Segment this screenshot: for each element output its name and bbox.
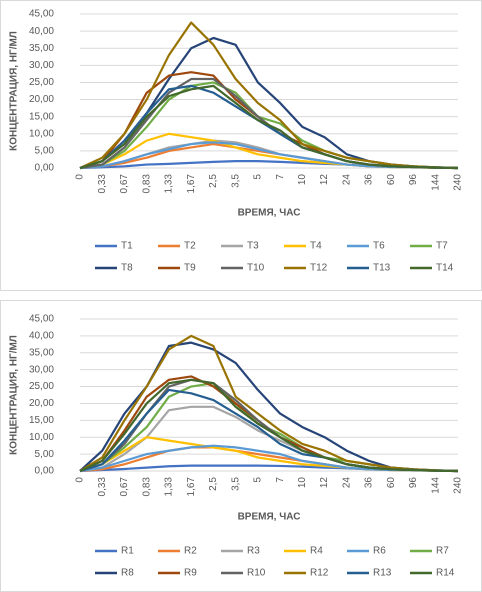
x-tick-label: 24 <box>341 477 352 489</box>
x-tick-label: 0,67 <box>119 174 130 194</box>
x-tick-label: 5 <box>253 477 264 483</box>
x-tick-label: 3,5 <box>230 174 241 188</box>
legend-label: R10 <box>247 568 266 579</box>
y-tick-label: 5,00 <box>35 146 55 157</box>
x-tick-label: 240 <box>453 477 464 494</box>
chart-panel <box>0 300 482 592</box>
x-tick-label: 0,67 <box>119 477 130 497</box>
y-tick-label: 10,00 <box>29 432 54 443</box>
x-tick-label: 96 <box>408 477 419 489</box>
x-tick-label: 0 <box>75 477 86 483</box>
legend-label: R8 <box>121 568 134 579</box>
legend-label: T4 <box>310 241 322 252</box>
x-tick-label: 5 <box>253 174 264 180</box>
legend-label: T1 <box>121 241 133 252</box>
legend-label: R9 <box>184 568 197 579</box>
x-tick-label: 7 <box>275 174 286 180</box>
y-tick-label: 45,00 <box>29 314 54 325</box>
y-axis-title: КОНЦЕНТРАЦИЯ, НГ/МЛ <box>9 335 20 455</box>
x-tick-label: 144 <box>430 477 441 494</box>
x-tick-label: 60 <box>386 477 397 489</box>
x-tick-label: 0,33 <box>97 477 108 497</box>
legend-label: T7 <box>436 241 448 252</box>
x-tick-label: 10 <box>297 477 308 489</box>
x-tick-label: 144 <box>430 174 441 191</box>
legend-label: R2 <box>184 546 197 557</box>
legend-label: R1 <box>121 546 134 557</box>
x-axis-title: ВРЕМЯ, ЧАС <box>238 208 301 219</box>
series-line <box>79 84 459 170</box>
legend-label: R12 <box>310 568 329 579</box>
legend-label: T6 <box>373 241 385 252</box>
x-tick-label: 60 <box>386 174 397 186</box>
legend-label: T13 <box>373 263 391 274</box>
y-tick-label: 40,00 <box>29 331 54 342</box>
x-tick-label: 96 <box>408 174 419 186</box>
y-tick-label: 35,00 <box>29 347 54 358</box>
x-tick-label: 36 <box>364 174 375 186</box>
x-tick-label: 36 <box>364 477 375 489</box>
legend-label: R7 <box>436 546 449 557</box>
x-tick-label: 1,67 <box>186 477 197 497</box>
x-tick-label: 12 <box>319 174 330 186</box>
y-tick-label: 20,00 <box>29 94 54 105</box>
x-tick-label: 2,5 <box>208 174 219 188</box>
x-tick-label: 12 <box>319 477 330 489</box>
y-tick-label: 15,00 <box>29 111 54 122</box>
legend-label: R14 <box>436 568 455 579</box>
x-tick-label: 240 <box>453 174 464 191</box>
y-tick-label: 0,00 <box>35 466 55 477</box>
y-tick-label: 25,00 <box>29 381 54 392</box>
y-axis-title: КОНЦЕНТРАЦИЯ, НГ/МЛ <box>9 31 20 151</box>
y-tick-label: 5,00 <box>35 449 55 460</box>
legend-label: T14 <box>436 263 454 274</box>
y-tick-label: 45,00 <box>29 9 54 20</box>
legend-label: R6 <box>373 546 386 557</box>
y-tick-label: 15,00 <box>29 415 54 426</box>
legend-label: T8 <box>121 263 133 274</box>
x-tick-label: 0,83 <box>141 477 152 497</box>
x-tick-label: 0,83 <box>141 174 152 194</box>
legend-label: T2 <box>184 241 196 252</box>
x-tick-label: 3,5 <box>230 477 241 491</box>
x-tick-label: 0,33 <box>97 174 108 194</box>
x-tick-label: 1,33 <box>164 477 175 497</box>
y-tick-label: 30,00 <box>29 364 54 375</box>
series-line <box>79 378 459 473</box>
legend-label: R4 <box>310 546 323 557</box>
legend-label: T10 <box>247 263 265 274</box>
legend-label: T12 <box>310 263 328 274</box>
x-tick-label: 1,33 <box>164 174 175 194</box>
legend-label: T9 <box>184 263 196 274</box>
x-tick-label: 1,67 <box>186 174 197 194</box>
x-tick-label: 24 <box>341 174 352 186</box>
x-tick-label: 7 <box>275 477 286 483</box>
x-tick-label: 10 <box>297 174 308 186</box>
y-tick-label: 0,00 <box>35 163 55 174</box>
series-line <box>79 21 459 170</box>
y-tick-label: 20,00 <box>29 398 54 409</box>
y-tick-label: 40,00 <box>29 26 54 37</box>
legend-label: R3 <box>247 546 260 557</box>
series-line <box>79 334 459 473</box>
x-tick-label: 2,5 <box>208 477 219 491</box>
x-axis-title: ВРЕМЯ, ЧАС <box>238 512 301 523</box>
y-tick-label: 30,00 <box>29 60 54 71</box>
legend-label: R13 <box>373 568 392 579</box>
y-tick-label: 25,00 <box>29 77 54 88</box>
legend-label: T3 <box>247 241 259 252</box>
x-tick-label: 0 <box>75 174 86 180</box>
y-tick-label: 10,00 <box>29 128 54 139</box>
y-tick-label: 35,00 <box>29 43 54 54</box>
